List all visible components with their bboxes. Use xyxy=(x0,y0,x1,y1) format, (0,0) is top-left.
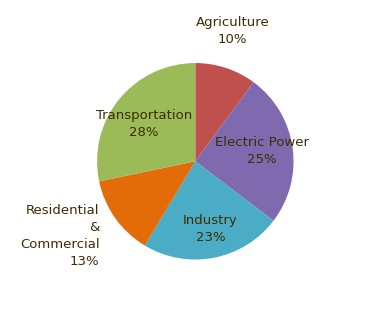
Wedge shape xyxy=(195,63,254,161)
Wedge shape xyxy=(145,161,273,259)
Wedge shape xyxy=(99,161,195,246)
Text: Agriculture
10%: Agriculture 10% xyxy=(196,16,270,46)
Wedge shape xyxy=(97,63,195,181)
Text: Industry
23%: Industry 23% xyxy=(183,214,238,244)
Text: Transportation
28%: Transportation 28% xyxy=(96,109,192,139)
Text: Electric Power
25%: Electric Power 25% xyxy=(214,136,309,166)
Wedge shape xyxy=(195,82,293,221)
Text: Residential
&
Commercial
13%: Residential & Commercial 13% xyxy=(20,204,100,268)
